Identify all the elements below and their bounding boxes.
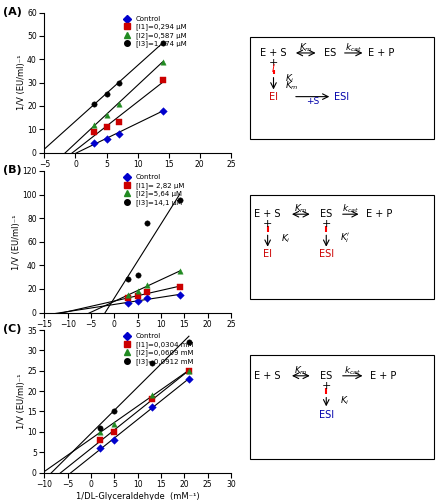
Point [111, 408, 118, 416]
Point [111, 436, 118, 444]
Text: $K_i$: $K_i$ [281, 232, 291, 244]
Text: E + P: E + P [370, 371, 396, 381]
Point [103, 111, 110, 119]
Text: $K_i'$: $K_i'$ [340, 232, 350, 245]
Point [97, 424, 104, 432]
Point [91, 128, 98, 136]
Text: $K_i$: $K_i$ [285, 73, 295, 86]
X-axis label: 1/DL-Glyceraldehyde  (mM⁻¹): 1/DL-Glyceraldehyde (mM⁻¹) [76, 332, 199, 341]
Point [97, 444, 104, 452]
Point [115, 100, 123, 108]
Text: ESI: ESI [319, 410, 334, 420]
Text: +S: +S [306, 97, 319, 106]
Point [103, 90, 110, 98]
Text: +: + [321, 381, 331, 391]
Text: $K_m$: $K_m$ [299, 42, 313, 54]
Text: ESI: ESI [319, 249, 334, 259]
FancyBboxPatch shape [250, 36, 434, 139]
Legend: Control, [I1]=0,0304 mM, [I2]=0,0609 mM, [I3]=0,0912 mM: Control, [I1]=0,0304 mM, [I2]=0,0609 mM,… [119, 332, 195, 366]
Point [186, 338, 193, 346]
Point [176, 282, 183, 290]
Text: I: I [272, 64, 275, 74]
Point [103, 134, 110, 142]
FancyBboxPatch shape [250, 196, 434, 299]
Text: EI: EI [263, 249, 272, 259]
Point [115, 130, 123, 138]
Text: $k_{cat}$: $k_{cat}$ [344, 364, 361, 377]
Point [186, 366, 193, 374]
Text: ES: ES [320, 209, 333, 219]
Y-axis label: 1/V (EU/ml)⁻¹: 1/V (EU/ml)⁻¹ [16, 374, 26, 429]
Point [186, 366, 193, 374]
Point [148, 404, 155, 411]
Text: $K_m$: $K_m$ [294, 203, 308, 215]
Point [148, 358, 155, 366]
Y-axis label: 1/V (EU/ml)⁻¹: 1/V (EU/ml)⁻¹ [12, 214, 21, 270]
Point [176, 267, 183, 275]
Text: (A): (A) [4, 7, 22, 17]
Point [125, 291, 132, 299]
Point [125, 276, 132, 283]
Text: E + P: E + P [366, 209, 392, 219]
Point [111, 420, 118, 428]
Text: (B): (B) [4, 166, 22, 175]
Point [111, 428, 118, 436]
Point [159, 106, 166, 114]
Text: $k_{cat}$: $k_{cat}$ [342, 203, 359, 215]
Text: ESI: ESI [334, 92, 349, 102]
Text: $K_m$: $K_m$ [294, 364, 308, 377]
Point [159, 39, 166, 47]
Point [134, 271, 141, 279]
Text: ES: ES [324, 48, 336, 58]
Point [148, 395, 155, 403]
Point [125, 299, 132, 307]
Point [143, 219, 151, 227]
Point [97, 428, 104, 436]
Point [176, 196, 183, 204]
Point [143, 288, 151, 296]
Point [91, 120, 98, 128]
Point [91, 100, 98, 108]
Point [103, 123, 110, 131]
FancyBboxPatch shape [250, 354, 434, 459]
Point [143, 294, 151, 302]
Text: EI: EI [269, 92, 278, 102]
Point [148, 391, 155, 399]
Legend: Control, [I1]= 2,82 μM, [I2]=5,64 μM, [I3]=14,1 μM: Control, [I1]= 2,82 μM, [I2]=5,64 μM, [I… [119, 173, 186, 208]
Legend: Control, [I1]=0,294 μM, [I2]=0,587 μM, [I3]=1,174 μM: Control, [I1]=0,294 μM, [I2]=0,587 μM, [… [119, 14, 188, 49]
X-axis label: 1/DL-Glyceraldehyde  (mM⁻¹): 1/DL-Glyceraldehyde (mM⁻¹) [76, 492, 199, 500]
Text: $K_m$: $K_m$ [285, 80, 299, 92]
Point [176, 291, 183, 299]
Point [186, 375, 193, 383]
Point [134, 288, 141, 296]
Text: +: + [321, 219, 331, 229]
Text: $K_i$: $K_i$ [340, 394, 349, 406]
Point [97, 436, 104, 444]
Point [159, 76, 166, 84]
Point [115, 78, 123, 86]
Point [143, 282, 151, 290]
Point [134, 296, 141, 304]
X-axis label: 1/DL-Glyceraldehyde  (mM⁻¹): 1/DL-Glyceraldehyde (mM⁻¹) [76, 172, 199, 181]
Text: (C): (C) [4, 324, 22, 334]
Y-axis label: 1/V (EU/ml)⁻¹: 1/V (EU/ml)⁻¹ [16, 54, 26, 110]
Point [134, 292, 141, 300]
Text: E + S: E + S [254, 371, 281, 381]
Point [115, 118, 123, 126]
Text: +: + [263, 219, 272, 229]
Point [91, 139, 98, 147]
Text: $k_{cat}$: $k_{cat}$ [345, 42, 362, 54]
Point [125, 294, 132, 302]
Text: ES: ES [320, 371, 333, 381]
Text: +: + [269, 58, 278, 68]
Text: E + S: E + S [260, 48, 287, 58]
Text: E + P: E + P [368, 48, 394, 58]
Text: E + S: E + S [254, 209, 281, 219]
Point [159, 58, 166, 66]
